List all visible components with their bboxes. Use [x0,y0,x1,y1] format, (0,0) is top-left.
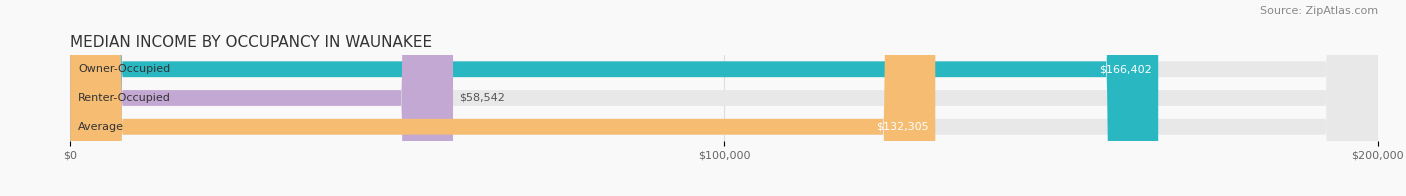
Text: $58,542: $58,542 [460,93,505,103]
Text: $166,402: $166,402 [1099,64,1152,74]
Text: $132,305: $132,305 [876,122,929,132]
Text: Owner-Occupied: Owner-Occupied [79,64,170,74]
Text: Renter-Occupied: Renter-Occupied [79,93,172,103]
Text: MEDIAN INCOME BY OCCUPANCY IN WAUNAKEE: MEDIAN INCOME BY OCCUPANCY IN WAUNAKEE [70,34,433,50]
FancyBboxPatch shape [70,0,935,196]
Text: Source: ZipAtlas.com: Source: ZipAtlas.com [1260,6,1378,16]
FancyBboxPatch shape [70,0,453,196]
FancyBboxPatch shape [70,0,1378,196]
FancyBboxPatch shape [70,0,1378,196]
FancyBboxPatch shape [70,0,1159,196]
FancyBboxPatch shape [70,0,1378,196]
Text: Average: Average [79,122,124,132]
